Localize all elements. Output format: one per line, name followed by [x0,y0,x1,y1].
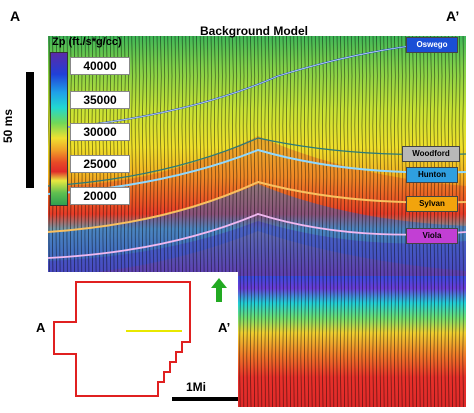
colorbar-tick-30000: 30000 [70,123,130,141]
horizon-viola-line [48,213,466,259]
horizon-label-oswego: Oswego [406,37,458,53]
colorbar-tick-40000: 40000 [70,57,130,75]
colorbar-tick-25000: 25000 [70,155,130,173]
horizon-label-sylvan: Sylvan [406,196,458,212]
horizon-oswego-line-halo [57,41,449,129]
inset-label-a-prime: A’ [218,320,231,335]
time-scale-label: 50 ms [1,108,15,143]
horizon-label-viola: Viola [406,228,458,244]
horizon-label-woodford: Woodford [402,146,460,162]
section-label-a: A [10,8,21,24]
impedance-section [48,36,466,407]
inset-label-a: A [36,320,46,335]
colorbar [50,52,68,206]
location-arrow-icon [211,278,227,302]
inset-map-panel [0,272,238,413]
inset-map [53,281,191,397]
horizon-woodford-line [48,137,466,187]
horizon-hunton-line [48,148,466,195]
horizon-sylvan-line [48,180,466,233]
survey-outline [53,281,191,397]
colorbar-title: Zp (ft./s*g/cc) [52,36,122,48]
map-scale-bar [172,397,238,401]
section-label-a-prime: A’ [446,8,460,24]
colorbar-tick-20000: 20000 [70,187,130,205]
time-scale-bar [26,72,34,188]
colorbar-tick-35000: 35000 [70,91,130,109]
map-scale-label: 1Mi [186,380,207,394]
horizon-label-hunton: Hunton [406,167,458,183]
figure-title: Background Model [200,24,309,38]
